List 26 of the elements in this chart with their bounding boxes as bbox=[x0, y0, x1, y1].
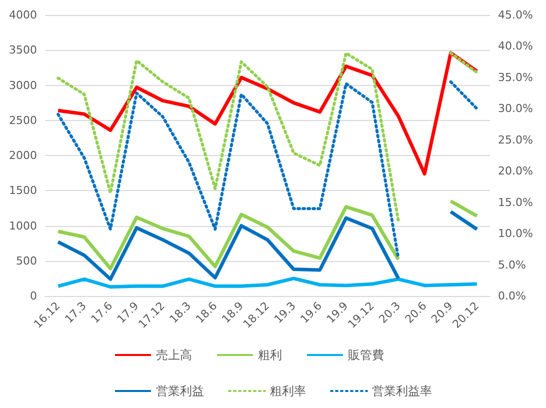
legend-label: 営業利益 bbox=[156, 384, 204, 398]
legend-label: 売上高 bbox=[156, 348, 192, 362]
legend-label: 営業利益率 bbox=[372, 384, 432, 398]
legend-label: 粗利率 bbox=[270, 384, 306, 398]
y2-tick-label: 5.0% bbox=[498, 258, 526, 272]
line-series bbox=[56, 276, 479, 289]
legend-label: 販管費 bbox=[348, 348, 384, 362]
y-tick-label: 2000 bbox=[9, 149, 37, 162]
y2-tick-label: 45.0% bbox=[498, 8, 533, 22]
y2-tick-label: 40.0% bbox=[498, 40, 533, 53]
legend-label: 粗利 bbox=[258, 348, 282, 362]
y2-tick-label: 15.0% bbox=[498, 196, 533, 209]
y2-tick-label: 20.0% bbox=[498, 164, 533, 178]
y-tick-label: 1000 bbox=[9, 219, 37, 232]
y-tick-label: 0 bbox=[30, 290, 37, 302]
y2-tick-label: 25.0% bbox=[498, 133, 533, 146]
y-tick-label: 3500 bbox=[9, 44, 37, 57]
y2-tick-label: 30.0% bbox=[498, 102, 533, 116]
y-tick-label: 1500 bbox=[9, 184, 37, 198]
y2-tick-label: 0.0% bbox=[498, 290, 526, 302]
y2-tick-label: 35.0% bbox=[498, 70, 533, 84]
y-tick-label: 4000 bbox=[9, 8, 37, 22]
y2-tick-label: 10.0% bbox=[498, 227, 533, 240]
y-tick-label: 2500 bbox=[9, 114, 37, 127]
y-tick-label: 500 bbox=[16, 254, 37, 268]
y-tick-label: 3000 bbox=[9, 78, 37, 92]
